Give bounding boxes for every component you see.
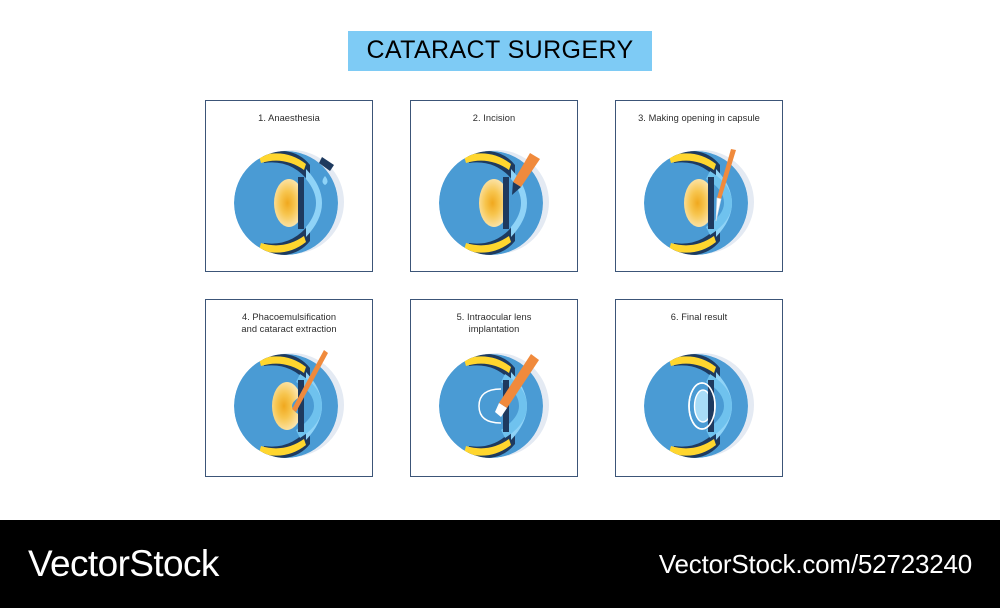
limbus-arc-lower [464,439,511,456]
cataract-lens [684,179,714,227]
step-caption-6: 6. Final result [670,312,728,322]
injector-body [499,354,539,408]
incision-scalpel [512,153,540,195]
cornea-arc [306,372,322,440]
capsule-clear [706,374,732,438]
limbus-arc-upper [259,153,306,170]
capsule-opened [296,374,322,438]
limbus-arc-upper [669,356,716,373]
eye-body-group [234,354,338,458]
limbus-arc-upper [464,153,511,170]
cataract-lens [274,179,304,227]
scalpel-blade [512,182,521,195]
cataract-lens-partial [272,382,298,430]
cornea-arc [511,169,527,237]
steps-row-bottom: 4. Phacoemulsification and cataract extr… [205,299,791,477]
cornea-arc [716,169,732,237]
iris-pillar [298,380,304,432]
dropper-tip [319,157,334,171]
cataract-lens [479,179,509,227]
eye-anatomy-svg-3 [644,149,754,255]
title-region: CATARACT SURGERY [0,31,1000,71]
step-caption-5: 5. Intraocular lens implantation [456,312,532,335]
anterior-chamber [296,173,313,233]
eye-body-group [644,354,748,458]
eye-anatomy-svg-1 [234,150,344,255]
eye-anatomy-svg-5 [439,353,549,458]
steps-row-top: 1. Anaesthesia [205,100,791,272]
scalpel-handle [513,153,540,187]
limbus-arc-lower [259,236,306,253]
anaesthesia-dropper [319,157,334,185]
step-caption-2: 2. Incision [472,113,516,123]
vectorstock-logo: VectorStock [28,543,219,584]
cornea-arc [716,372,732,440]
eye-diagram-4 [226,346,352,464]
step-panel-6[interactable]: 6. Final result [615,299,783,477]
capsule-opened [501,374,527,438]
step-caption-3: 3. Making opening in capsule [638,113,760,123]
watermark-footer: VectorStock VectorStock.com/52723240 [0,520,1000,608]
limbus-arc-upper [259,356,306,373]
step-caption-1: 1. Anaesthesia [258,113,320,123]
step-panel-3[interactable]: 3. Making opening in capsule [615,100,783,272]
iol-folded-outline [478,388,502,424]
eye-diagram-3 [636,143,762,261]
limbus-arc-upper [464,356,511,373]
cataract-remnant-group [272,382,298,430]
needle-tip [715,197,722,222]
steps-grid: 1. Anaesthesia [205,100,791,477]
limbus-arc-lower [259,439,306,456]
eye-body-group [234,151,338,255]
eye-body-group [644,151,748,255]
step-panel-4[interactable]: 4. Phacoemulsification and cataract extr… [205,299,373,477]
anaesthetic-droplet [322,176,328,185]
injector-nozzle [495,403,507,417]
step-panel-1[interactable]: 1. Anaesthesia [205,100,373,272]
iol-injector [495,354,539,417]
step-caption-4: 4. Phacoemulsification and cataract extr… [241,312,337,335]
limbus-arc-lower [669,236,716,253]
eye-anatomy-svg-4 [234,350,344,458]
eye-diagram-5 [431,346,557,464]
iris-pillar [503,177,509,229]
cornea-arc [511,372,527,440]
step-panel-2[interactable]: 2. Incision [410,100,578,272]
iris-pillar [298,177,304,229]
cystotome-needle [715,149,736,222]
iris-pillar [708,380,714,432]
capsule-opened [706,171,732,235]
phaco-probe [292,350,328,412]
watermark-url: VectorStock.com/52723240 [658,548,972,579]
iris-pillar [708,177,714,229]
page-title: CATARACT SURGERY [348,31,652,71]
iol-capsule-ring-front [688,382,716,430]
needle-shaft [717,149,736,199]
eye-diagram-2 [431,143,557,261]
cornea-arc [306,169,322,237]
eye-diagram-1 [226,143,352,261]
eye-anatomy-svg-6 [644,353,754,458]
step-panel-5[interactable]: 5. Intraocular lens implantation [410,299,578,477]
limbus-arc-lower [669,439,716,456]
eye-anatomy-svg-2 [439,150,549,255]
limbus-arc-upper [669,153,716,170]
eye-diagram-6 [636,346,762,464]
limbus-arc-lower [464,236,511,253]
